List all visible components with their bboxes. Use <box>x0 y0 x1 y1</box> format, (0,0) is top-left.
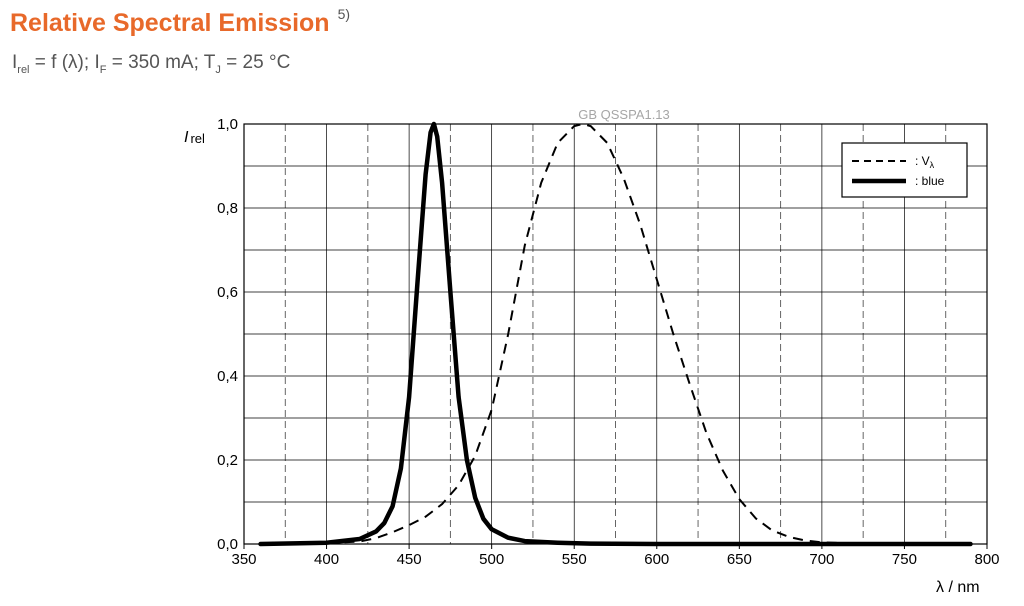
subtitle-tj-sub: J <box>215 64 221 76</box>
subtitle-i: I <box>12 52 18 73</box>
chart-code-label: GB QSSPA1.13 <box>578 107 670 122</box>
series-blue-line <box>258 121 973 547</box>
legend-label-vlambda-text: : V <box>915 154 930 168</box>
series-layer <box>258 121 973 547</box>
legend-label-blue: : blue <box>915 174 945 188</box>
series-vlambda-line <box>293 123 888 545</box>
x-axis-label: λ / nm <box>936 579 980 596</box>
y-axis-ticks: 0,0 0,2 0,4 0,6 0,8 1,0 <box>217 116 238 553</box>
y-tick-label: 1,0 <box>217 116 238 133</box>
footnote-marker: 5) <box>337 6 351 22</box>
subtitle-i-sub: rel <box>17 64 30 76</box>
legend-box <box>841 142 968 198</box>
y-tick-label: 0,2 <box>217 452 238 469</box>
x-axis-ticks: 350 400 450 500 550 600 650 700 750 800 <box>231 544 1000 568</box>
y-tick-label: 0,0 <box>217 536 238 553</box>
x-tick-label: 600 <box>644 551 669 568</box>
x-tick-label: 500 <box>479 551 504 568</box>
legend: : Vλ : blue <box>841 142 968 198</box>
chart-title-text: Relative Spectral Emission <box>10 9 330 37</box>
y-axis-label-main: I <box>184 129 189 146</box>
chart-title: Relative Spectral Emission 5) <box>10 6 350 38</box>
x-tick-label: 800 <box>974 551 999 568</box>
y-tick-label: 0,4 <box>217 368 238 385</box>
x-tick-label: 700 <box>809 551 834 568</box>
legend-label-vlambda: : Vλ <box>915 154 935 170</box>
x-tick-label: 400 <box>314 551 339 568</box>
x-tick-label: 750 <box>892 551 917 568</box>
subtitle-current: = 350 mA; T <box>106 52 216 73</box>
y-tick-label: 0,8 <box>217 200 238 217</box>
subtitle-func: = f (λ); I <box>29 52 100 73</box>
x-tick-label: 650 <box>727 551 752 568</box>
chart-subtitle: Irel = f (λ); IF = 350 mA; TJ = 25 °C <box>12 52 290 76</box>
subtitle-temp: = 25 °C <box>220 52 291 73</box>
y-axis-label-sub: rel <box>190 131 205 146</box>
x-tick-label: 350 <box>231 551 256 568</box>
plot-frame <box>243 123 988 545</box>
subtitle-if-sub: F <box>99 64 107 76</box>
x-tick-label: 550 <box>562 551 587 568</box>
y-tick-label: 0,6 <box>217 284 238 301</box>
legend-label-vlambda-sub: λ <box>930 160 935 170</box>
x-tick-label: 450 <box>397 551 422 568</box>
